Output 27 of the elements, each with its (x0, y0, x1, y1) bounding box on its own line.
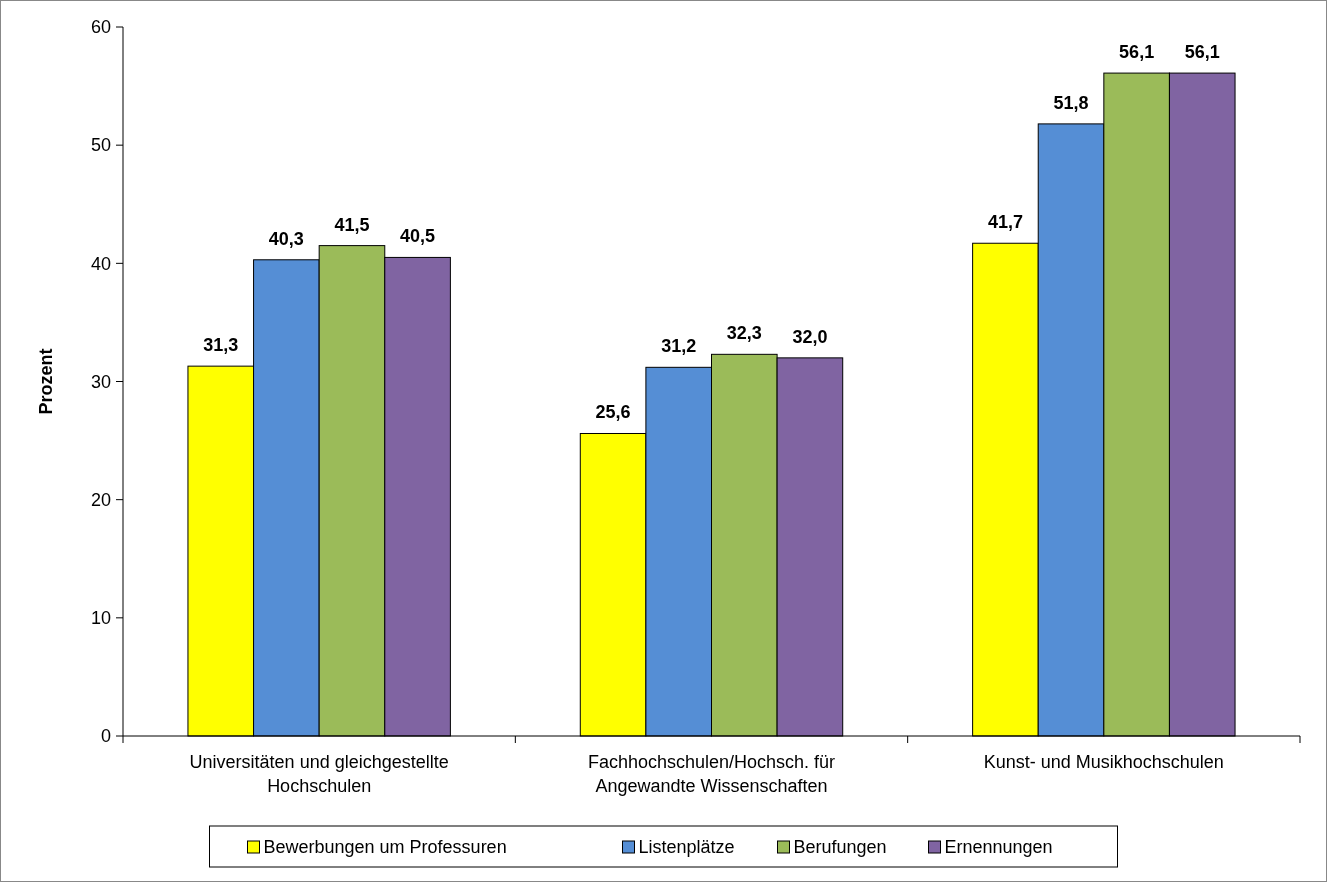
legend-label: Bewerbungen um Professuren (263, 837, 507, 858)
legend-label: Listenplätze (638, 837, 735, 858)
y-tick-label: 40 (90, 253, 111, 274)
data-label: 32,0 (792, 326, 828, 347)
data-label: 40,3 (268, 228, 304, 249)
y-tick-label: 0 (100, 726, 111, 747)
data-label: 56,1 (1184, 42, 1220, 63)
y-axis-title: Prozent (36, 348, 56, 415)
legend-label: Ernennungen (944, 837, 1053, 858)
legend-label: Berufungen (793, 837, 887, 858)
x-tick-label: Universitäten und gleichgestellte Hochschulen (189, 752, 449, 796)
data-label: 41,5 (334, 214, 370, 235)
x-tick-label: Kunst- und Musikhochschulen (983, 752, 1224, 772)
y-tick-label: 10 (90, 608, 111, 629)
data-label: 41,7 (987, 212, 1023, 233)
data-label: 31,3 (203, 335, 239, 356)
x-tick-label: Fachhochschulen/Hochsch. für Angewandte Wissenschaften (587, 752, 836, 796)
data-label: 31,2 (661, 336, 697, 357)
data-label: 51,8 (1053, 92, 1089, 113)
data-label: 32,3 (726, 323, 762, 344)
data-label: 40,5 (400, 226, 436, 247)
y-tick-label: 60 (90, 17, 111, 38)
data-label: 56,1 (1119, 42, 1155, 63)
y-tick-label: 20 (90, 489, 111, 510)
y-tick-label: 50 (90, 135, 111, 156)
y-tick-label: 30 (90, 371, 111, 392)
data-label: 25,6 (595, 402, 631, 423)
